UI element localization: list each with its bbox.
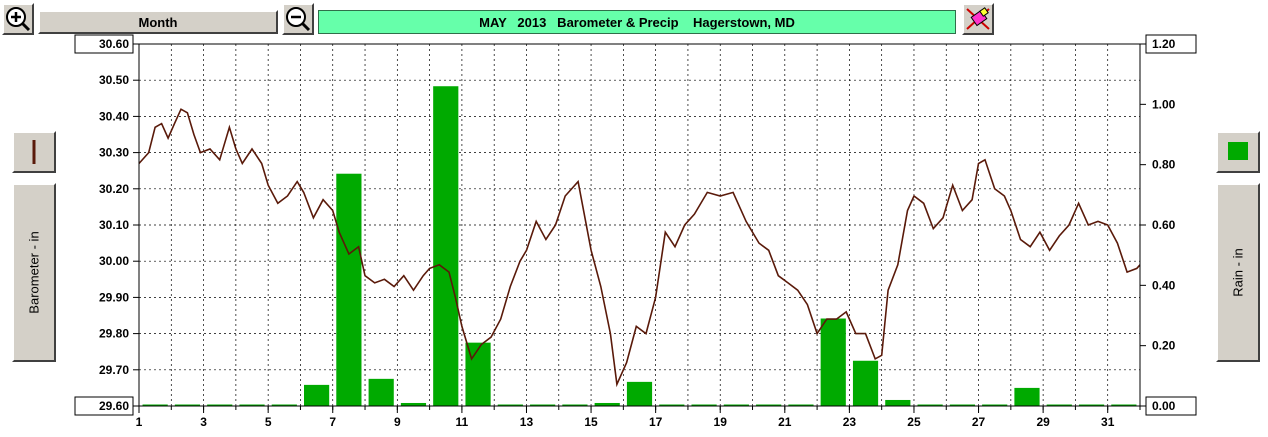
right-tick-label: 1.20 [1152, 37, 1176, 51]
x-tick-label: 25 [907, 415, 921, 429]
x-tick-label: 13 [520, 415, 534, 429]
rain-bar [239, 404, 265, 406]
x-tick-label: 7 [329, 415, 336, 429]
left-tick-label: 29.60 [99, 399, 129, 413]
rain-bar [982, 404, 1008, 406]
left-tick-label: 29.90 [99, 290, 129, 304]
rain-bar [852, 360, 879, 406]
rain-bar-legend-icon [1228, 142, 1248, 160]
x-tick-label: 9 [394, 415, 401, 429]
left-tick-label: 29.70 [99, 363, 129, 377]
rain-bar [207, 404, 233, 406]
rain-bar [820, 318, 846, 406]
x-tick-label: 3 [200, 415, 207, 429]
right-tick-label: 0.20 [1152, 339, 1176, 353]
x-tick-label: 11 [456, 415, 469, 429]
left-axis-ticks: 30.60 30.50 30.40 30.30 30.20 30.10 30.00 29.90… [74, 34, 139, 416]
rain-bar [1078, 404, 1105, 406]
rain-bar [949, 404, 975, 406]
x-tick-label: 1 [136, 415, 143, 429]
rain-bar [917, 404, 943, 406]
rain-bar [788, 404, 814, 406]
period-label: Month [138, 14, 178, 30]
chart-title: MAY 2013 Barometer & Precip Hagerstown, … [479, 14, 795, 30]
right-tick-label: 1.00 [1152, 97, 1176, 111]
right-axis-ticks: 1.20 1.00 0.80 0.60 0.40 0.20 0.00 [1140, 34, 1197, 416]
rain-bar [1014, 387, 1040, 406]
x-tick-label: 23 [843, 415, 857, 429]
left-tick-label: 30.10 [99, 218, 129, 232]
x-tick-label: 19 [714, 415, 728, 429]
left-tick-label: 30.50 [99, 73, 129, 87]
rain-bar [885, 399, 911, 406]
zoom-out-button[interactable] [282, 3, 314, 35]
right-extreme-box [1145, 396, 1197, 416]
x-tick-label: 31 [1101, 415, 1115, 429]
left-tick-label: 30.30 [99, 146, 129, 160]
rain-bars [142, 86, 1137, 406]
rain-bar [594, 402, 620, 406]
rain-bar [723, 404, 749, 406]
rain-bar [400, 402, 427, 406]
period-selector-button[interactable]: Month [38, 10, 278, 34]
rain-axis-button[interactable]: Rain - in [1216, 183, 1260, 362]
rain-bar [626, 381, 653, 406]
left-extreme-box [74, 34, 134, 54]
rain-bar [433, 86, 459, 406]
rain-bar [174, 404, 201, 406]
left-extreme-box [74, 396, 134, 416]
rain-bar [562, 404, 588, 406]
rain-bar [368, 378, 394, 406]
zoom-out-icon [286, 7, 311, 32]
right-tick-label: 0.00 [1152, 399, 1176, 413]
rain-bar [756, 404, 782, 406]
left-tick-label: 29.80 [99, 327, 129, 341]
rain-bar [1046, 404, 1072, 406]
left-tick-label: 30.40 [99, 109, 129, 123]
paint-eraser-icon [966, 7, 990, 30]
left-tick-label: 30.00 [99, 254, 129, 268]
barometer-legend-button[interactable] [12, 131, 56, 173]
x-tick-label: 15 [584, 415, 598, 429]
right-tick-label: 0.40 [1152, 278, 1176, 292]
barometer-axis-button[interactable]: Barometer - in [12, 183, 56, 362]
barometer-line-legend-icon [32, 140, 36, 164]
rain-bar [1111, 404, 1137, 406]
rain-bar [304, 384, 330, 406]
right-tick-label: 0.60 [1152, 218, 1176, 232]
print-button[interactable] [962, 3, 994, 35]
rain-legend-button[interactable] [1216, 131, 1260, 173]
grid-lines [139, 44, 1140, 406]
rain-bar [497, 404, 523, 406]
zoom-in-button[interactable] [2, 3, 34, 35]
rain-bar [691, 404, 717, 406]
left-tick-label: 30.20 [99, 182, 129, 196]
left-tick-label: 30.60 [99, 37, 129, 51]
x-axis-ticks: 1 3 5 7 9 11 13 15 17 19 21 23 25 27 29 31 [136, 406, 1141, 429]
zoom-in-icon [6, 7, 31, 32]
rain-bar [659, 404, 685, 406]
chart-title-bar: MAY 2013 Barometer & Precip Hagerstown, … [318, 10, 956, 34]
rain-bar [271, 404, 297, 406]
rain-bar [530, 404, 556, 406]
rain-bar [142, 404, 168, 406]
x-tick-label: 29 [1036, 415, 1050, 429]
x-tick-label: 17 [649, 415, 663, 429]
rain-bar [336, 173, 362, 406]
barometer-line [138, 108, 1141, 388]
x-tick-label: 5 [265, 415, 272, 429]
right-extreme-box [1145, 34, 1197, 54]
x-tick-label: 27 [972, 415, 986, 429]
x-tick-label: 21 [778, 415, 792, 429]
right-tick-label: 0.80 [1152, 158, 1176, 172]
